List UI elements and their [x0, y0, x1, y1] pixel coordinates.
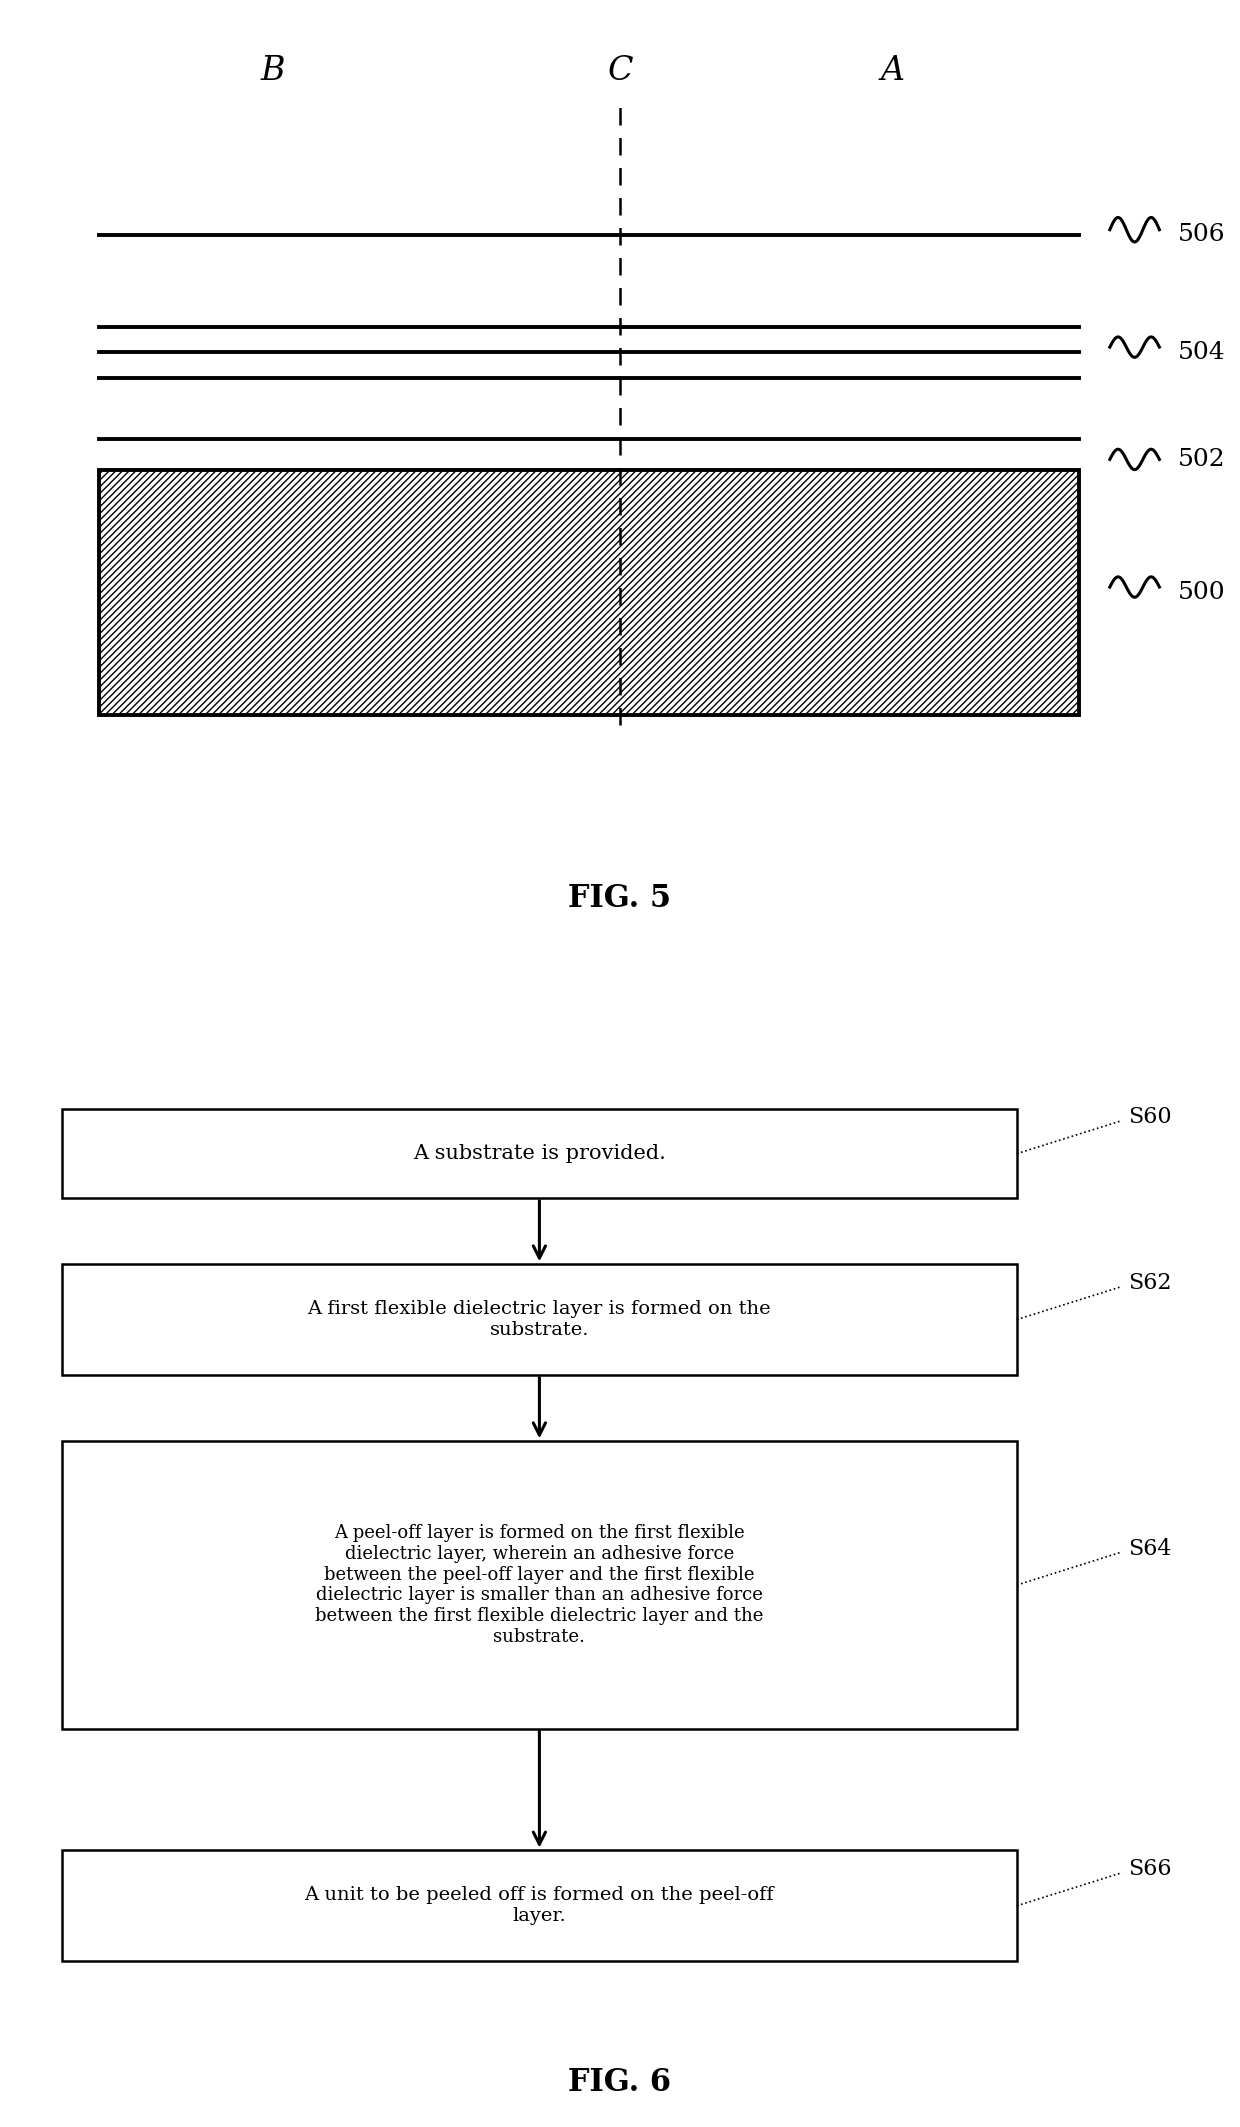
- Text: A peel-off layer is formed on the first flexible
dielectric layer, wherein an ad: A peel-off layer is formed on the first …: [315, 1525, 764, 1646]
- Bar: [99, 470, 1079, 715]
- Text: 500: 500: [1178, 581, 1225, 604]
- Bar: [62, 1110, 1017, 1198]
- Text: S66: S66: [1128, 1859, 1172, 1880]
- Bar: [62, 1263, 1017, 1374]
- Text: 504: 504: [1178, 340, 1225, 364]
- Text: A: A: [880, 55, 905, 87]
- Text: A first flexible dielectric layer is formed on the
substrate.: A first flexible dielectric layer is for…: [308, 1300, 771, 1340]
- Text: A unit to be peeled off is formed on the peel-off
layer.: A unit to be peeled off is formed on the…: [305, 1887, 774, 1925]
- Text: A substrate is provided.: A substrate is provided.: [413, 1144, 666, 1163]
- Text: B: B: [260, 55, 285, 87]
- Text: S62: S62: [1128, 1272, 1172, 1293]
- Text: S64: S64: [1128, 1538, 1172, 1559]
- Text: FIG. 5: FIG. 5: [568, 883, 672, 915]
- Bar: [62, 1442, 1017, 1729]
- Text: 506: 506: [1178, 223, 1225, 247]
- Text: FIG. 6: FIG. 6: [568, 2067, 672, 2097]
- Bar: [62, 1850, 1017, 1961]
- Text: 502: 502: [1178, 449, 1225, 470]
- Text: S60: S60: [1128, 1106, 1172, 1127]
- Text: C: C: [608, 55, 632, 87]
